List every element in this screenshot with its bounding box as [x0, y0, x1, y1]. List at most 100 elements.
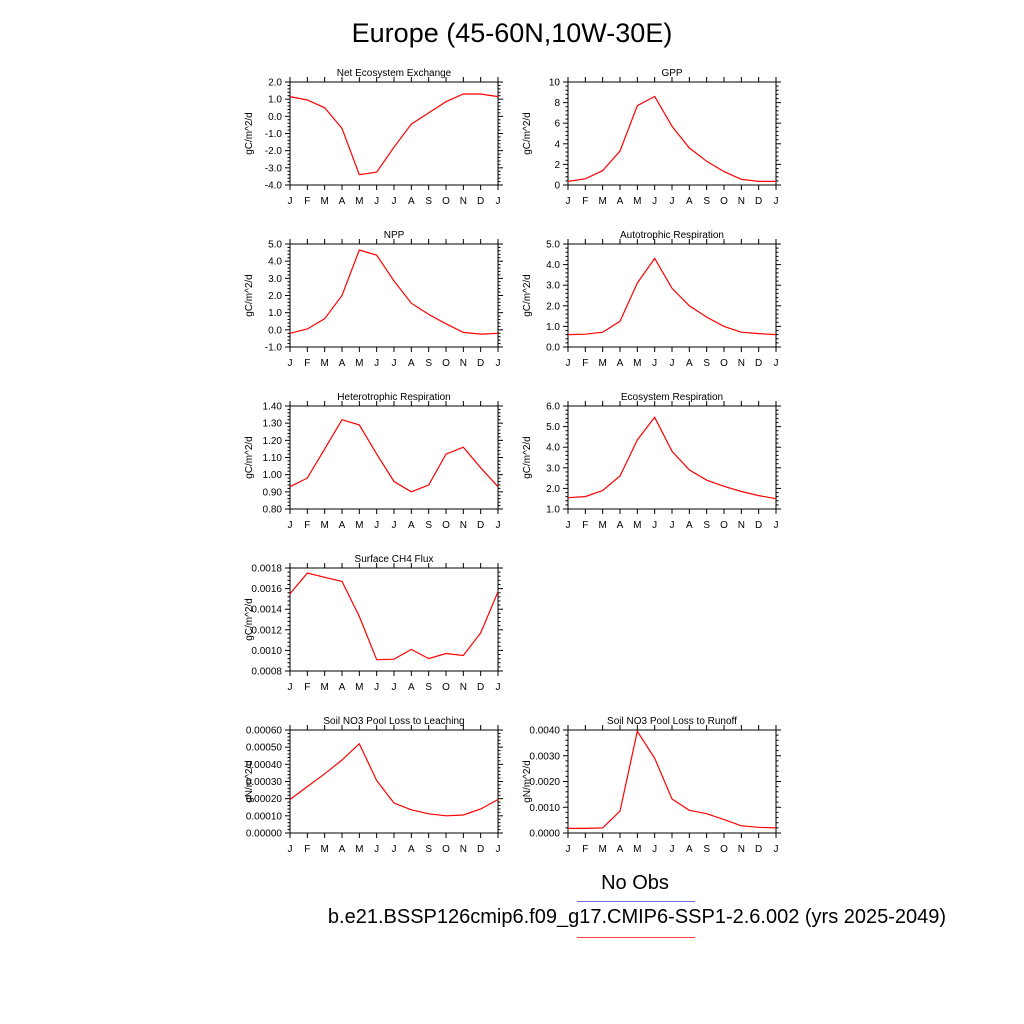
y-tick-label: 3.0 — [546, 281, 560, 292]
x-tick-label: J — [652, 844, 657, 855]
x-tick-label: A — [339, 520, 346, 531]
x-tick-label: A — [686, 358, 693, 369]
panel-0: Net Ecosystem Exchange gC/m^2/d -4.0 -3.0 -2… — [244, 68, 503, 207]
panel-8: Soil NO3 Pool Loss to RunoffgN/m^2/d0.00… — [522, 716, 781, 855]
y-tick-label: 0.0008 — [251, 667, 282, 678]
y-tick-label: 0.00010 — [246, 811, 283, 822]
panel-7: Soil NO3 Pool Loss to LeachinggN/m^2/d0.… — [244, 716, 503, 855]
panel-title: Autotrophic Respiration — [620, 230, 724, 241]
x-tick-label: S — [425, 844, 432, 855]
y-tick-label: 4.0 — [546, 260, 560, 271]
series-line — [289, 572, 499, 661]
panel-3: Autotrophic Respiration gC/m^2/d 0.0 1.0 2.0… — [522, 230, 781, 369]
panel-frame — [289, 405, 499, 510]
y-tick-label: -4.0 — [265, 181, 283, 192]
y-tick-label: -1.0 — [265, 343, 283, 354]
y-tick-label: 0.0018 — [251, 564, 282, 575]
y-axis-label: gC/m^2/d — [244, 436, 255, 479]
x-tick-label: N — [460, 520, 467, 531]
y-tick-label: 4 — [554, 139, 560, 150]
y-tick-label: 5.0 — [546, 240, 560, 251]
y-tick-label: 2.0 — [546, 301, 560, 312]
x-tick-label: F — [304, 682, 310, 693]
x-tick-label: O — [720, 358, 728, 369]
y-tick-label: 2.0 — [268, 291, 282, 302]
y-tick-label: 3.0 — [268, 274, 282, 285]
x-tick-label: D — [755, 358, 762, 369]
y-tick-label: 0.0010 — [529, 803, 560, 814]
panel-title: NPP — [384, 230, 405, 241]
x-tick-label: J — [496, 196, 501, 207]
x-tick-label: A — [408, 520, 415, 531]
y-tick-label: 0.0000 — [529, 829, 560, 840]
x-tick-label: N — [738, 844, 745, 855]
x-tick-label: A — [408, 358, 415, 369]
figure-title: Europe (45-60N,10W-30E) — [351, 18, 673, 48]
y-axis-label: gN/m^2/d — [522, 760, 533, 803]
y-tick-label: 1.0 — [546, 505, 560, 516]
x-tick-label: A — [408, 682, 415, 693]
x-tick-label: M — [598, 196, 606, 207]
x-tick-label: J — [774, 196, 779, 207]
y-tick-label: 0.0010 — [251, 646, 282, 657]
x-tick-label: F — [582, 844, 588, 855]
y-tick-label: 0.0020 — [529, 777, 560, 788]
x-tick-label: F — [582, 520, 588, 531]
x-tick-label: M — [633, 358, 641, 369]
x-tick-label: S — [703, 520, 710, 531]
x-tick-label: J — [288, 844, 293, 855]
panel-title: Soil NO3 Pool Loss to Runoff — [607, 716, 737, 727]
panel-title: Surface CH4 Flux — [355, 554, 434, 565]
panel-title: Ecosystem Respiration — [621, 392, 723, 403]
x-tick-label: J — [496, 844, 501, 855]
x-tick-label: O — [442, 520, 450, 531]
x-tick-label: D — [477, 682, 484, 693]
x-tick-label: M — [598, 520, 606, 531]
x-tick-label: J — [774, 844, 779, 855]
x-tick-label: M — [355, 358, 363, 369]
y-tick-label: 1.20 — [263, 436, 283, 447]
y-tick-label: -1.0 — [265, 129, 283, 140]
x-tick-label: A — [339, 682, 346, 693]
x-tick-label: O — [720, 520, 728, 531]
x-tick-label: J — [566, 358, 571, 369]
y-tick-label: -3.0 — [265, 163, 283, 174]
x-tick-label: J — [392, 358, 397, 369]
x-tick-label: A — [686, 844, 693, 855]
x-tick-label: J — [374, 358, 379, 369]
y-tick-label: 1.00 — [263, 470, 283, 481]
x-tick-label: M — [355, 682, 363, 693]
series-line — [289, 249, 499, 335]
x-tick-label: J — [670, 196, 675, 207]
x-tick-label: J — [670, 520, 675, 531]
series-line — [289, 418, 499, 493]
y-tick-label: 3.0 — [546, 463, 560, 474]
x-tick-label: M — [320, 196, 328, 207]
x-tick-label: J — [288, 358, 293, 369]
y-tick-label: 0.90 — [263, 487, 283, 498]
y-tick-label: 4.0 — [546, 443, 560, 454]
y-tick-label: 1.0 — [546, 322, 560, 333]
x-tick-label: N — [738, 196, 745, 207]
x-tick-label: M — [598, 358, 606, 369]
x-tick-label: A — [617, 358, 624, 369]
y-tick-label: 0.00040 — [246, 760, 283, 771]
x-tick-label: M — [633, 196, 641, 207]
x-tick-label: A — [408, 844, 415, 855]
y-tick-label: 0 — [554, 181, 560, 192]
x-tick-label: M — [320, 520, 328, 531]
x-tick-label: J — [566, 844, 571, 855]
x-tick-label: N — [460, 844, 467, 855]
x-tick-label: D — [755, 844, 762, 855]
panel-frame — [289, 729, 499, 834]
x-tick-label: J — [288, 196, 293, 207]
x-tick-label: D — [477, 196, 484, 207]
x-tick-label: J — [652, 358, 657, 369]
series-line — [289, 93, 499, 176]
x-tick-label: J — [374, 520, 379, 531]
y-tick-label: 5.0 — [268, 240, 282, 251]
y-tick-label: 0.00000 — [246, 829, 283, 840]
